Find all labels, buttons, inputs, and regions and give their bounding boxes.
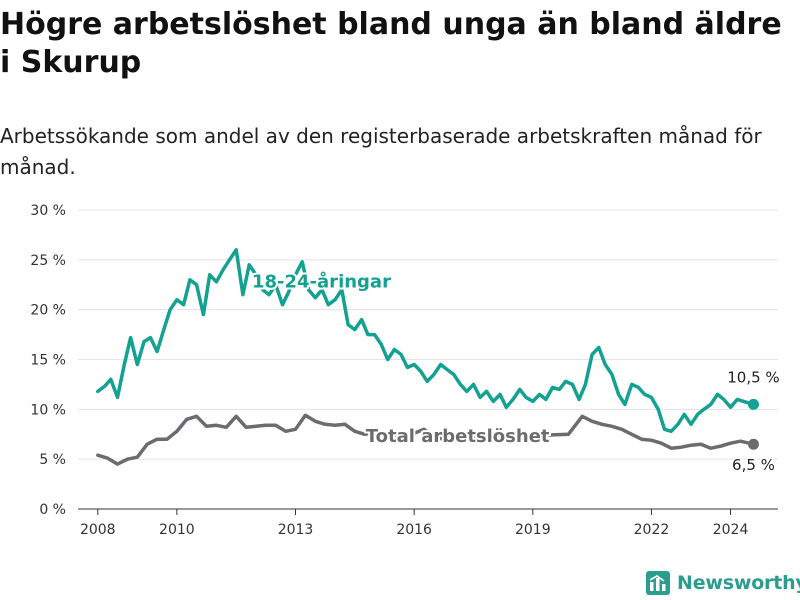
x-tick-label: 2008 — [80, 522, 116, 538]
y-tick-label: 0 % — [39, 502, 66, 518]
youth-series-line — [96, 248, 756, 434]
total-series-label: Total arbetslöshet — [366, 426, 550, 447]
x-axis-ticks: 2008 2010 2013 2016 2019 2022 2024 — [80, 509, 748, 538]
x-tick-label: 2019 — [515, 522, 551, 538]
x-tick-label: 2016 — [396, 522, 432, 538]
youth-end-value-label: 10,5 % — [727, 368, 779, 386]
y-tick-label: 20 % — [30, 303, 66, 319]
y-tick-label: 10 % — [30, 402, 66, 418]
newsworthy-logo-text: Newsworthy — [677, 572, 800, 594]
series-lines — [96, 248, 759, 466]
youth-series-label: 18-24-åringar — [252, 271, 391, 293]
x-tick-label: 2022 — [634, 522, 670, 538]
y-tick-label: 5 % — [39, 452, 66, 468]
series-labels: 18-24-åringar Total arbetslöshet 10,5 % 6,5… — [250, 269, 781, 476]
chart-subtitle: Arbetssökande som andel av den registerb… — [0, 124, 762, 179]
gridlines — [78, 209, 778, 460]
y-tick-label: 30 % — [30, 203, 66, 219]
newsworthy-logo: Newsworthy — [645, 569, 800, 597]
youth-end-point — [747, 398, 759, 410]
newsworthy-logo-icon — [646, 571, 670, 595]
y-tick-label: 25 % — [30, 253, 66, 269]
y-axis-ticks: 0 % 5 % 10 % 15 % 20 % 25 % 30 % — [30, 203, 66, 518]
total-end-value-label: 6,5 % — [732, 456, 775, 474]
x-tick-label: 2013 — [278, 522, 314, 538]
total-end-point — [747, 438, 759, 450]
x-tick-label: 2010 — [159, 522, 195, 538]
total-series-line — [96, 413, 756, 466]
chart-title: Högre arbetslöshet bland unga än bland ä… — [0, 7, 782, 80]
y-tick-label: 15 % — [30, 353, 66, 369]
x-tick-label: 2024 — [713, 522, 749, 538]
